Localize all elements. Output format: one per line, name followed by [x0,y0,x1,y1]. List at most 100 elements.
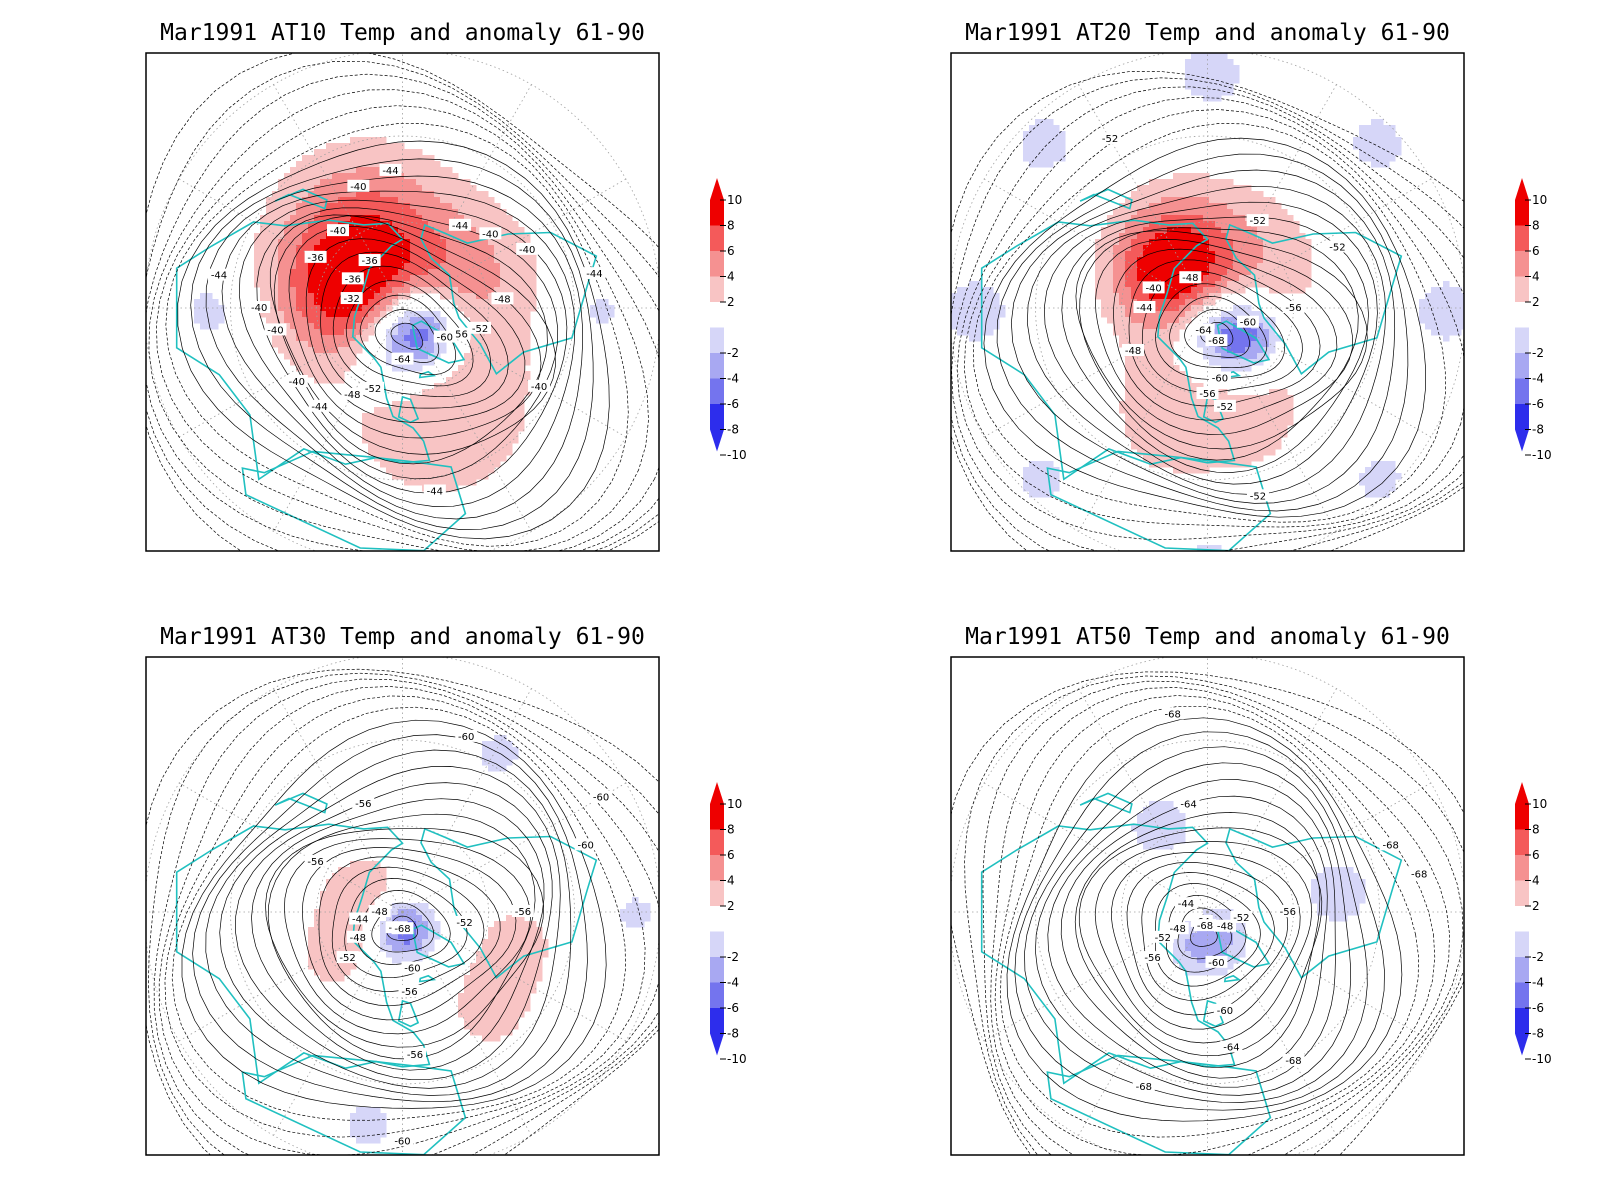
contour-label: -44 [379,163,402,177]
contour-label: -60 [574,838,597,851]
svg-text:-40: -40 [251,303,267,314]
colorbar-swatch [710,829,724,855]
svg-text:-52: -52 [1329,242,1345,253]
svg-text:-52: -52 [1250,491,1266,502]
colorbar-tick: -10 [727,448,747,462]
colorbar: 10 8 6 4 2 -2 -4 -6 -8 -10 [1515,782,1552,1066]
colorbar-tick: -4 [727,976,739,990]
panel-title: Mar1991 AT30 Temp and anomaly 61-90 [160,624,645,650]
colorbar-swatch [1515,880,1529,906]
contour-label: -36 [341,272,364,285]
svg-text:-68: -68 [1383,840,1399,851]
svg-text:-56: -56 [515,907,531,918]
contour-label: -68 [1408,867,1431,881]
svg-text:-52: -52 [339,953,355,964]
colorbar-swatch [1515,327,1529,353]
svg-text:-36: -36 [307,253,323,264]
svg-text:-44: -44 [1178,899,1194,910]
colorbar-bottom-arrow [710,429,724,452]
contour-label: -68 [391,922,414,935]
contour-label: -68 [1161,707,1184,720]
contour-label: -52 [1151,930,1174,944]
colorbar-tick: -10 [1532,1052,1552,1066]
colorbar-swatch [710,957,724,983]
contour-label: -56 [1276,905,1299,918]
svg-text:-44: -44 [352,914,368,925]
contour-label: -40 [248,301,271,314]
contour-label: -56 [398,984,421,998]
svg-text:-40: -40 [482,229,498,240]
colorbar-swatch [1515,302,1529,328]
colorbar-swatch [710,855,724,881]
contour-label: -44 [1174,897,1197,910]
contour-label: -52 [469,321,492,335]
svg-text:-64: -64 [394,355,410,366]
svg-text:-48: -48 [344,390,360,401]
contour-label: -52 [1246,489,1269,502]
contour-label: -44 [583,267,606,280]
contour-label: -68 [1132,1080,1155,1093]
svg-text:-60: -60 [1212,374,1228,385]
svg-text:-48: -48 [1182,273,1198,284]
contour-label: -56 [352,797,375,810]
colorbar-tick: -8 [1532,423,1544,437]
colorbar-tick: -6 [727,397,739,411]
colorbar-swatch [710,931,724,957]
colorbar-tick: -8 [727,423,739,437]
colorbar-top-arrow [1515,178,1529,200]
colorbar-tick: -6 [1532,397,1544,411]
temperature-contours [951,671,1464,1155]
contour-label: -52 [1099,132,1122,145]
colorbar-tick: 10 [727,797,742,811]
graticule [146,657,659,1155]
map-panel-2: -52-52-52-48-56-60-64-68-40-44-48-60-56-… [950,20,1465,552]
svg-text:-56: -56 [401,987,417,998]
graticule [146,53,659,551]
contour-label: -56 [1141,951,1164,964]
svg-text:-48: -48 [1170,924,1186,935]
colorbar-bottom-arrow [1515,429,1529,452]
colorbar-top-arrow [1515,782,1529,804]
panel-title: Mar1991 AT50 Temp and anomaly 61-90 [965,624,1450,650]
contour-label: -40 [327,224,350,237]
contour-label: -48 [341,387,364,401]
contour-label: -56 [511,905,534,918]
contour-label: -60 [391,1134,414,1147]
svg-text:-52: -52 [365,384,381,395]
colorbar-swatch [710,225,724,251]
colorbar-tick: 4 [1532,874,1540,888]
svg-text:-68: -68 [1197,921,1213,932]
svg-text:-68: -68 [1285,1056,1301,1067]
colorbar-swatch [1515,276,1529,302]
svg-text:-68: -68 [1411,870,1427,881]
colorbar-swatch [710,1008,724,1034]
colorbar-tick: 2 [727,295,735,309]
contour-label: -40 [516,242,539,256]
colorbar-swatch [710,276,724,302]
panel-title: Mar1991 AT10 Temp and anomaly 61-90 [160,20,645,46]
panel-frame [950,52,1465,552]
svg-text:-52: -52 [1217,402,1233,413]
svg-text:-44: -44 [311,402,327,413]
svg-text:-52: -52 [456,918,472,929]
colorbar-tick: 2 [727,899,735,913]
colorbar-tick: 6 [1532,244,1540,258]
colorbar-swatch [710,353,724,379]
colorbar-top-arrow [710,782,724,804]
colorbar-tick: -6 [1532,1001,1544,1015]
contour-label: -68 [1194,919,1217,932]
svg-text:-44: -44 [452,221,468,232]
svg-text:-48: -48 [1217,922,1233,933]
colorbar: 10 8 6 4 2 -2 -4 -6 -8 -10 [1515,178,1552,462]
colorbar-swatch [1515,353,1529,379]
map-panel-1: -40-40-44-48-52-56-60-64-52-48-44-40-40-… [145,20,660,552]
colorbar-swatch [1515,251,1529,277]
contour-label: -36 [304,250,327,264]
svg-text:-60: -60 [593,792,609,803]
svg-text:-40: -40 [531,382,547,393]
svg-text:-44: -44 [427,487,443,498]
colorbar-tick: -10 [1532,448,1552,462]
contour-label: -60 [455,729,478,743]
colorbar-tick: 6 [1532,848,1540,862]
contour-label: -40 [264,323,287,336]
